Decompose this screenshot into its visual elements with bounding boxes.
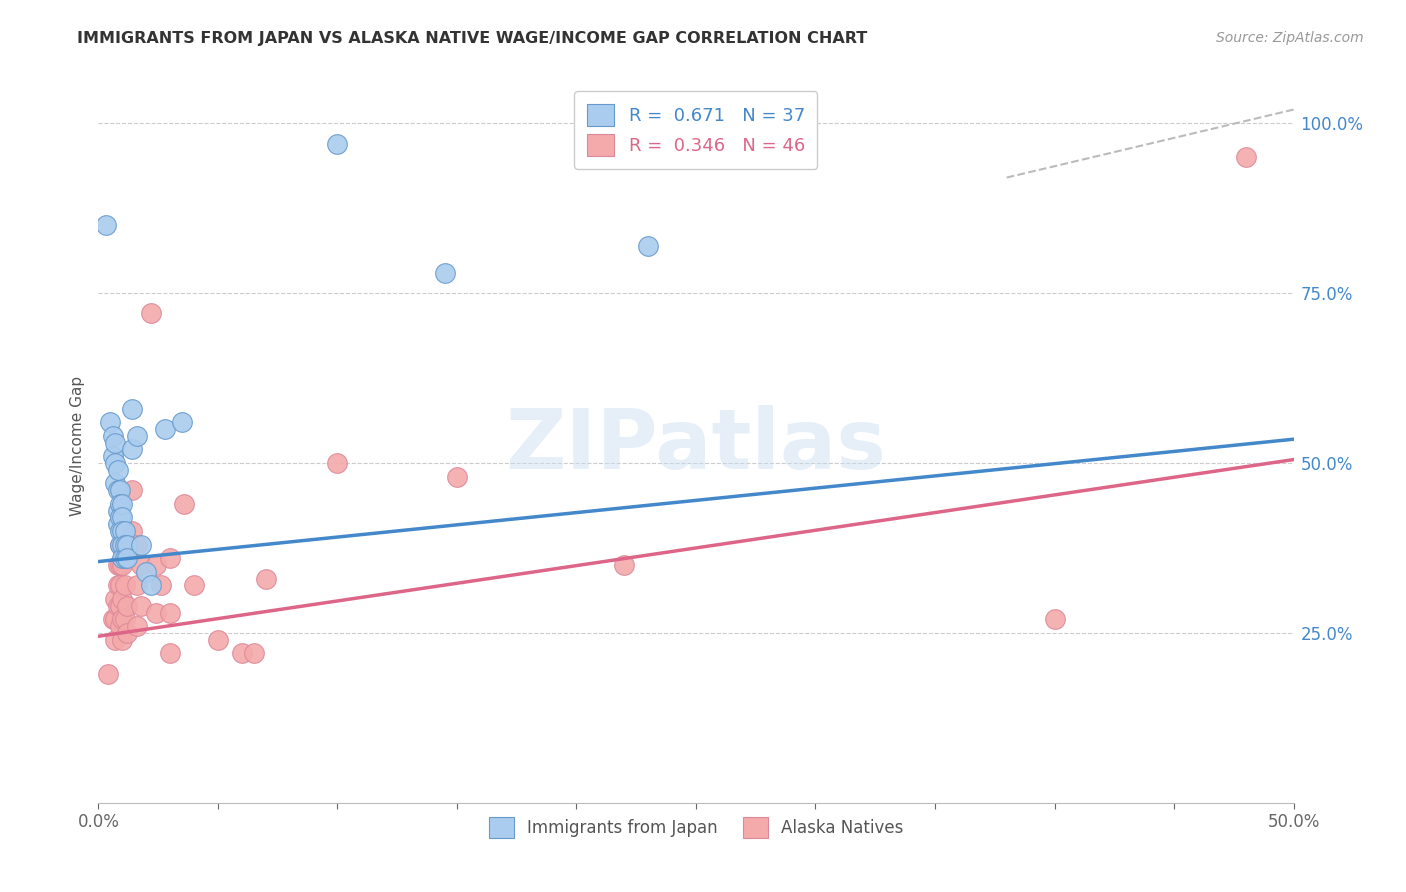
Point (145, 606, 167, 620)
Point (114, 578, 136, 592)
Point (111, 524, 134, 538)
Point (108, 497, 131, 511)
Point (139, 306, 162, 320)
Point (125, 619, 148, 633)
Point (98, 415, 122, 429)
Point (613, 558, 636, 572)
Point (107, 503, 129, 517)
Point (131, 558, 153, 572)
Point (121, 401, 143, 416)
Y-axis label: Wage/Income Gap: Wage/Income Gap (69, 376, 84, 516)
Point (115, 626, 138, 640)
Point (183, 578, 205, 592)
Point (434, 266, 457, 280)
Point (145, 558, 167, 572)
Point (114, 524, 136, 538)
Point (111, 612, 134, 626)
Point (173, 497, 195, 511)
Point (149, 578, 172, 592)
Point (107, 463, 129, 477)
Point (111, 537, 134, 551)
Point (243, 646, 266, 660)
Point (104, 435, 127, 450)
Point (131, 599, 153, 613)
Legend: Immigrants from Japan, Alaska Natives: Immigrants from Japan, Alaska Natives (482, 811, 910, 845)
Point (107, 483, 129, 498)
Point (172, 415, 194, 429)
Point (121, 442, 143, 457)
Point (135, 565, 157, 579)
Point (446, 469, 468, 483)
Text: Source: ZipAtlas.com: Source: ZipAtlas.com (1216, 31, 1364, 45)
Point (326, 456, 349, 470)
Point (326, 136, 349, 151)
Point (97, 666, 120, 681)
Point (121, 524, 143, 538)
Point (159, 646, 181, 660)
Point (104, 612, 127, 626)
Point (107, 599, 129, 613)
Point (111, 632, 134, 647)
Point (108, 524, 131, 538)
Point (107, 517, 129, 532)
Point (101, 612, 124, 626)
Point (115, 599, 138, 613)
Point (104, 476, 127, 491)
Point (111, 591, 134, 606)
Point (104, 456, 127, 470)
Point (101, 449, 124, 463)
Text: IMMIGRANTS FROM JAPAN VS ALASKA NATIVE WAGE/INCOME GAP CORRELATION CHART: IMMIGRANTS FROM JAPAN VS ALASKA NATIVE W… (77, 31, 868, 46)
Point (131, 537, 153, 551)
Point (107, 578, 129, 592)
Point (231, 646, 253, 660)
Point (207, 632, 229, 647)
Point (108, 537, 131, 551)
Point (111, 510, 134, 524)
Point (108, 537, 131, 551)
Point (115, 537, 138, 551)
Point (94, 218, 117, 232)
Point (104, 632, 127, 647)
Point (125, 578, 148, 592)
Point (1234, 150, 1257, 164)
Point (114, 551, 136, 566)
Point (108, 510, 131, 524)
Point (159, 606, 181, 620)
Point (111, 497, 134, 511)
Point (101, 429, 124, 443)
Point (104, 591, 127, 606)
Point (111, 558, 134, 572)
Point (125, 429, 148, 443)
Point (1043, 612, 1066, 626)
Point (108, 483, 131, 498)
Point (159, 551, 181, 566)
Point (114, 537, 136, 551)
Point (108, 599, 131, 613)
Point (108, 558, 131, 572)
Point (115, 551, 138, 566)
Point (139, 578, 162, 592)
Point (111, 551, 134, 566)
Point (114, 612, 136, 626)
Text: ZIPatlas: ZIPatlas (506, 406, 886, 486)
Point (155, 422, 177, 436)
Point (254, 572, 277, 586)
Point (107, 558, 129, 572)
Point (121, 483, 143, 498)
Point (637, 238, 659, 252)
Point (125, 537, 148, 551)
Point (108, 619, 131, 633)
Point (108, 578, 131, 592)
